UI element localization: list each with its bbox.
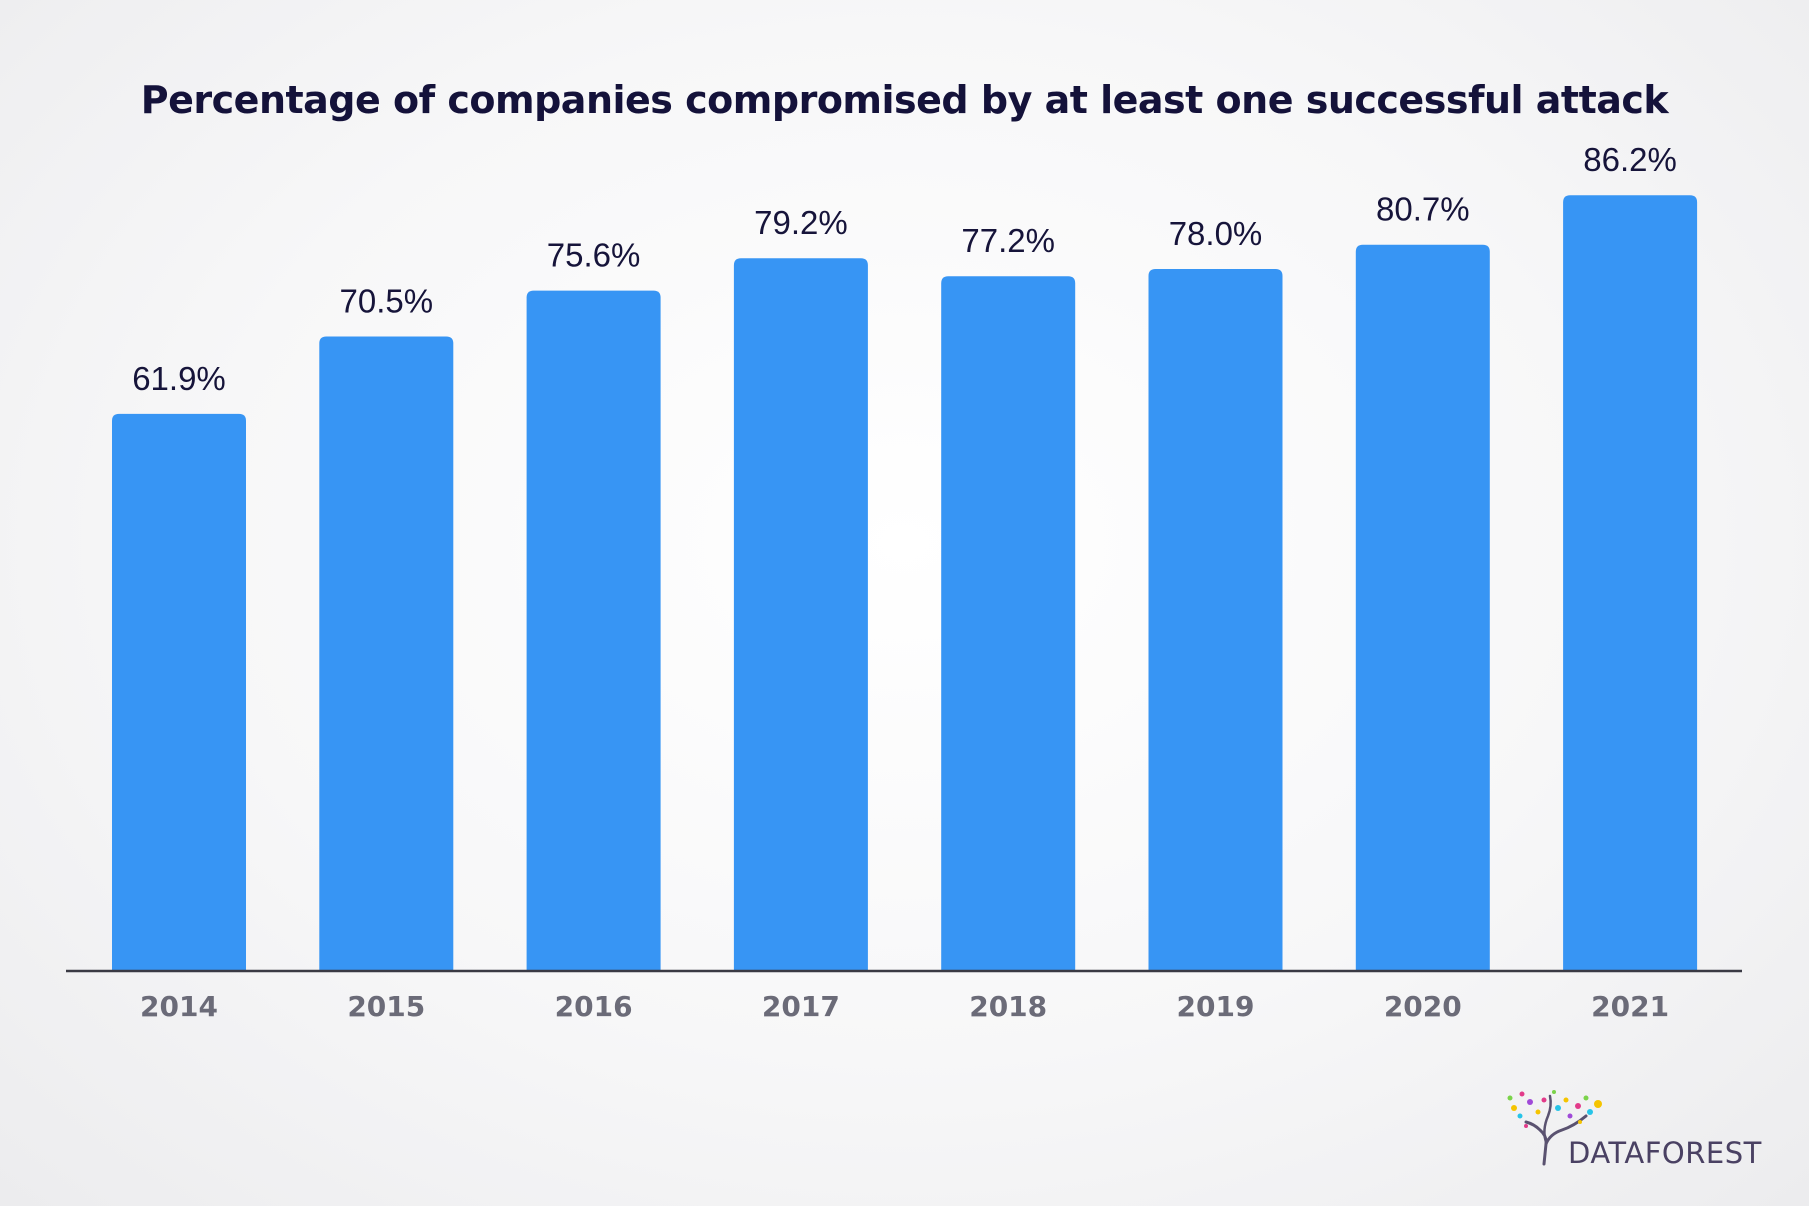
value-label-2015: 70.5% — [340, 283, 434, 320]
x-tick-2021: 2021 — [1591, 990, 1669, 1023]
value-label-2018: 77.2% — [961, 222, 1055, 259]
bars-group — [112, 195, 1698, 972]
value-label-2017: 79.2% — [754, 204, 848, 241]
x-tick-2016: 2016 — [555, 990, 633, 1023]
x-tick-2019: 2019 — [1177, 990, 1255, 1023]
value-labels-group: 61.9% 70.5% 75.6% 79.2% 77.2% 78.0% 80.7% 86.2% — [132, 141, 1677, 397]
x-tick-2018: 2018 — [969, 990, 1047, 1023]
bar-2020 — [1355, 244, 1490, 971]
value-label-2016: 75.6% — [547, 237, 641, 274]
value-label-2020: 80.7% — [1376, 191, 1470, 228]
value-label-2019: 78.0% — [1169, 215, 1263, 252]
brand-name: DATAFOREST — [1568, 1136, 1762, 1170]
bar-2019 — [1148, 269, 1283, 971]
value-label-2014: 61.9% — [132, 360, 226, 397]
bar-2017 — [733, 258, 868, 971]
bar-2018 — [941, 276, 1076, 971]
chart-title: Percentage of companies compromised by a… — [140, 78, 1669, 122]
bar-2015 — [319, 336, 454, 971]
x-tick-labels-group: 2014 2015 2016 2017 2018 2019 2020 2021 — [140, 990, 1669, 1023]
bar-2016 — [526, 290, 661, 972]
x-tick-2020: 2020 — [1384, 990, 1462, 1023]
tree-logo-icon — [1507, 1090, 1602, 1166]
x-tick-2015: 2015 — [347, 990, 425, 1023]
x-tick-2014: 2014 — [140, 990, 218, 1023]
brand-logo: DATAFOREST — [1500, 1086, 1770, 1170]
x-tick-2017: 2017 — [762, 990, 840, 1023]
bar-2014 — [112, 413, 246, 971]
value-label-2021: 86.2% — [1583, 141, 1677, 178]
bar-2021 — [1563, 195, 1698, 971]
